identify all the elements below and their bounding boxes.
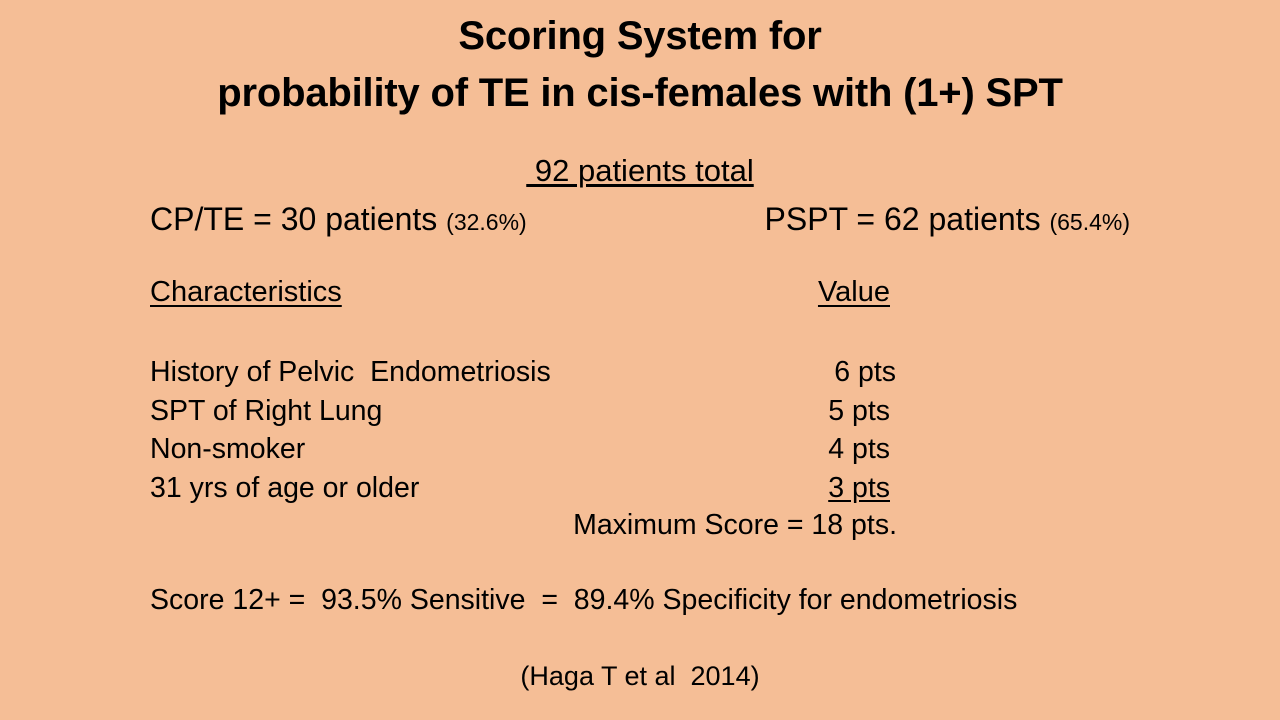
- scoring-table: History of Pelvic Endometriosis 6 pts SP…: [150, 353, 896, 508]
- maximum-score-line: Maximum Score = 18 pts.: [573, 509, 897, 541]
- column-header-value: Value: [817, 276, 890, 308]
- total-patients-line: 92 patients total: [0, 152, 1280, 189]
- table-row: 31 yrs of age or older 3 pts: [150, 469, 890, 508]
- group-cpte-label: CP/TE = 30 patients: [150, 201, 447, 237]
- row-characteristic: History of Pelvic Endometriosis: [150, 356, 551, 388]
- column-header-characteristics: Characteristics: [150, 276, 342, 308]
- row-characteristic: Non-smoker: [150, 433, 306, 465]
- row-value: 4 pts: [828, 433, 890, 465]
- table-row: SPT of Right Lung 5 pts: [150, 392, 890, 431]
- title-line-1: Scoring System for: [458, 14, 822, 58]
- citation: (Haga T et al 2014): [520, 661, 760, 691]
- table-row: Non-smoker 4 pts: [150, 430, 890, 469]
- sensitivity-specificity-line: Score 12+ = 93.5% Sensitive = 89.4% Spec…: [150, 584, 1018, 616]
- row-characteristic: SPT of Right Lung: [150, 394, 383, 427]
- group-counts-row: CP/TE = 30 patients (32.6%) PSPT = 62 pa…: [150, 200, 1130, 238]
- table-row: History of Pelvic Endometriosis 6 pts: [150, 353, 896, 392]
- group-pspt-label: PSPT = 62 patients: [764, 201, 1050, 237]
- group-cpte: CP/TE = 30 patients (32.6%): [150, 200, 527, 238]
- group-pspt-percent: (65.4%): [1049, 209, 1130, 235]
- table-header-row: Characteristics Value: [150, 275, 890, 310]
- row-value: 5 pts: [828, 394, 890, 427]
- row-value: 6 pts: [834, 356, 896, 388]
- page-title: Scoring System for probability of TE in …: [0, 8, 1280, 122]
- row-value: 3 pts: [828, 471, 890, 504]
- total-patients-label: 92 patients total: [526, 153, 754, 188]
- group-cpte-percent: (32.6%): [446, 209, 527, 235]
- title-line-2: probability of TE in cis-females with (1…: [217, 70, 1063, 115]
- row-characteristic: 31 yrs of age or older: [150, 471, 420, 504]
- group-pspt: PSPT = 62 patients (65.4%): [765, 200, 1130, 238]
